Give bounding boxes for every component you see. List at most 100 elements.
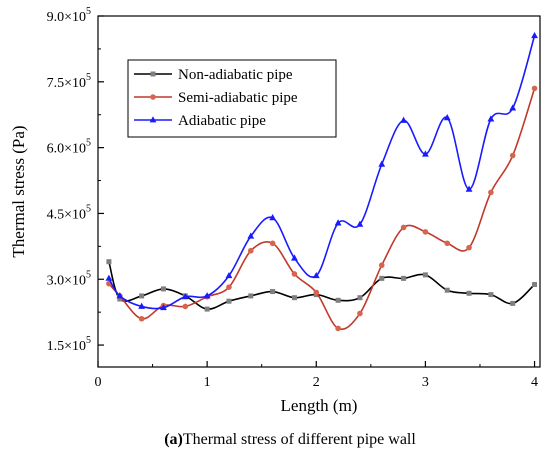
data-point-semi-adiabatic-pipe [444, 240, 451, 247]
data-point-semi-adiabatic-pipe [509, 152, 516, 159]
legend-box [127, 59, 337, 138]
y-tick-mantissa: 4.5 [47, 207, 65, 222]
series-adiabatic-pipe [105, 31, 538, 311]
data-point-non-adiabatic-pipe [510, 300, 516, 306]
data-point-semi-adiabatic-pipe [138, 315, 145, 322]
plot-frame [97, 15, 541, 368]
data-point-semi-adiabatic-pipe [488, 189, 494, 196]
y-tick-label: 6.0×105 [47, 138, 91, 157]
data-point-non-adiabatic-pipe [291, 295, 297, 301]
data-point-non-adiabatic-pipe [226, 298, 232, 304]
caption-bold-part: (a) [164, 431, 183, 448]
y-tick-times: ×10 [64, 273, 86, 288]
y-tick-label: 3.0×105 [47, 269, 91, 288]
caption-text: Thermal stress of different pipe wall [183, 431, 417, 448]
legend-marker-adiabatic-pipe [149, 116, 157, 123]
data-point-semi-adiabatic-pipe [247, 247, 254, 254]
y-tick-exponent: 5 [86, 269, 91, 280]
data-point-adiabatic-pipe [443, 113, 451, 121]
data-point-semi-adiabatic-pipe [400, 224, 407, 231]
y-tick-times: ×10 [64, 207, 86, 222]
y-tick-times: ×10 [64, 10, 86, 25]
y-tick-exponent: 5 [86, 6, 91, 17]
legend-label-non-adiabatic-pipe: Non-adiabatic pipe [178, 67, 293, 83]
data-point-non-adiabatic-pipe [248, 293, 254, 299]
data-point-non-adiabatic-pipe [139, 293, 145, 299]
legend: Non-adiabatic pipe Semi-adiabatic pipe Adi… [127, 59, 337, 138]
x-axis-label: Length (m) [281, 396, 358, 415]
y-tick-times: ×10 [64, 76, 86, 91]
data-point-non-adiabatic-pipe [106, 259, 112, 265]
y-tick-exponent: 5 [86, 203, 91, 214]
data-point-semi-adiabatic-pipe [466, 244, 472, 251]
data-point-non-adiabatic-pipe [204, 306, 210, 312]
data-point-non-adiabatic-pipe [422, 272, 428, 278]
y-tick-mantissa: 9.0 [47, 10, 65, 25]
data-point-semi-adiabatic-pipe [531, 85, 538, 92]
data-point-non-adiabatic-pipe [270, 289, 276, 295]
data-point-adiabatic-pipe [225, 271, 233, 279]
data-point-semi-adiabatic-pipe [291, 271, 298, 277]
series-layer [105, 31, 538, 332]
data-point-adiabatic-pipe [356, 220, 364, 227]
data-point-adiabatic-pipe [400, 116, 407, 123]
y-axis-ticks: 1.5×1053.0×1054.5×1056.0×1057.5×1059.0×1… [47, 6, 104, 354]
legend-label-semi-adiabatic-pipe: Semi-adiabatic pipe [178, 90, 298, 106]
data-point-semi-adiabatic-pipe [313, 289, 320, 296]
data-point-semi-adiabatic-pipe [335, 325, 341, 332]
y-tick-exponent: 5 [86, 72, 91, 83]
data-point-adiabatic-pipe [509, 104, 517, 111]
y-tick-mantissa: 1.5 [47, 339, 65, 354]
x-tick-label: 4 [531, 375, 538, 390]
data-point-adiabatic-pipe [105, 274, 113, 281]
data-point-non-adiabatic-pipe [488, 292, 494, 298]
y-tick-mantissa: 6.0 [47, 142, 65, 157]
data-point-semi-adiabatic-pipe [226, 284, 232, 290]
data-point-non-adiabatic-pipe [466, 290, 472, 296]
data-point-adiabatic-pipe [160, 303, 167, 311]
figure-caption: (a)Thermal stress of different pipe wall [164, 431, 416, 448]
y-tick-label: 9.0×105 [47, 6, 91, 25]
data-point-adiabatic-pipe [312, 271, 320, 279]
y-tick-mantissa: 7.5 [47, 76, 65, 91]
y-tick-label: 1.5×105 [47, 335, 91, 354]
legend-label-adiabatic-pipe: Adiabatic pipe [178, 113, 266, 129]
data-point-non-adiabatic-pipe [357, 295, 363, 301]
data-point-adiabatic-pipe [531, 31, 538, 39]
x-tick-label: 2 [313, 375, 320, 390]
y-tick-label: 4.5×105 [47, 203, 91, 222]
data-point-non-adiabatic-pipe [117, 296, 123, 302]
data-point-semi-adiabatic-pipe [269, 240, 276, 247]
data-point-non-adiabatic-pipe [379, 275, 385, 281]
data-point-non-adiabatic-pipe [401, 275, 407, 281]
data-point-semi-adiabatic-pipe [182, 303, 189, 310]
data-point-adiabatic-pipe [116, 292, 124, 299]
data-point-non-adiabatic-pipe [532, 282, 538, 288]
data-point-non-adiabatic-pipe [444, 287, 450, 293]
data-point-adiabatic-pipe [378, 160, 386, 167]
x-tick-label: 3 [422, 375, 429, 390]
y-tick-mantissa: 3.0 [47, 273, 65, 288]
data-point-adiabatic-pipe [487, 115, 495, 122]
y-tick-exponent: 5 [86, 335, 91, 346]
data-point-adiabatic-pipe [422, 150, 429, 157]
data-point-adiabatic-pipe [465, 185, 473, 192]
data-point-adiabatic-pipe [181, 293, 189, 300]
x-tick-label: 1 [204, 375, 211, 390]
data-point-adiabatic-pipe [247, 232, 255, 239]
data-point-semi-adiabatic-pipe [378, 262, 385, 269]
data-point-adiabatic-pipe [291, 254, 298, 261]
data-point-adiabatic-pipe [203, 292, 211, 299]
data-point-adiabatic-pipe [138, 302, 146, 309]
data-point-adiabatic-pipe [269, 214, 277, 221]
data-point-semi-adiabatic-pipe [422, 229, 429, 235]
y-tick-label: 7.5×105 [47, 72, 91, 91]
legend-marker-semi-adiabatic-pipe [150, 94, 156, 100]
series-line-adiabatic-pipe [108, 35, 536, 310]
y-axis-label: Thermal stress (Pa) [9, 125, 28, 257]
x-tick-label: 0 [95, 375, 102, 390]
data-point-adiabatic-pipe [334, 219, 342, 226]
x-axis-ticks: 0 1 2 3 4 [95, 361, 538, 390]
data-point-non-adiabatic-pipe [335, 297, 341, 303]
